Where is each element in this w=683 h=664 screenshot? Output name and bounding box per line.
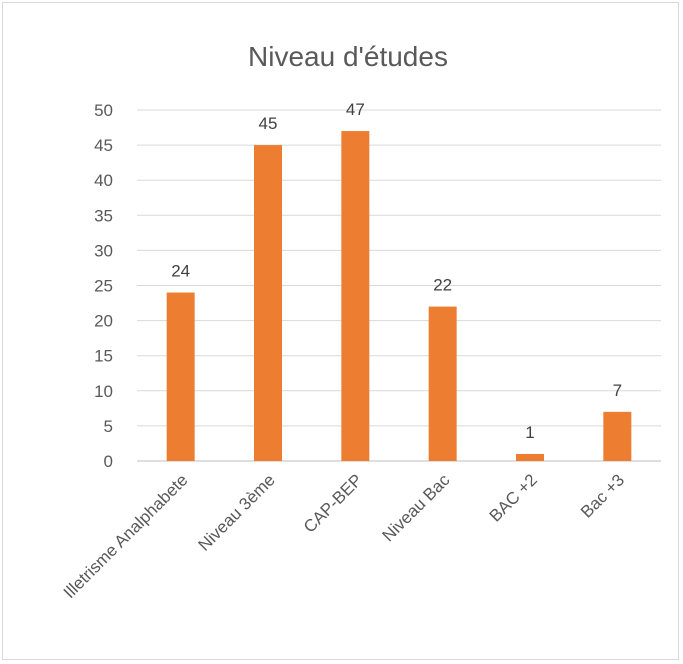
category-label: Niveau 3ème <box>195 470 279 554</box>
y-tick-label: 50 <box>94 101 113 120</box>
data-label: 47 <box>346 100 365 119</box>
bar <box>603 411 632 461</box>
bar <box>341 131 370 461</box>
data-labels: 24 45 47 22 1 7 <box>171 100 622 442</box>
bar <box>516 453 544 461</box>
y-tick-label: 25 <box>94 277 113 296</box>
category-label: Niveau Bac <box>379 470 454 545</box>
gridlines <box>137 109 661 462</box>
category-label: Bac +3 <box>577 470 628 521</box>
data-label: 1 <box>525 423 534 442</box>
category-label: Illetrisme Analphabete <box>60 470 192 602</box>
data-label: 24 <box>171 262 190 281</box>
data-label: 45 <box>259 114 278 133</box>
x-axis-categories: Illetrisme Analphabete Niveau 3ème CAP-BEP… <box>60 470 628 602</box>
bar <box>254 145 282 461</box>
bars <box>166 131 632 461</box>
category-label: BAC +2 <box>486 470 541 525</box>
y-tick-label: 30 <box>94 241 113 260</box>
y-axis-ticks: 0 5 10 15 20 25 30 35 40 45 50 <box>94 101 113 471</box>
bar <box>166 292 195 461</box>
y-tick-label: 10 <box>94 382 113 401</box>
y-tick-label: 45 <box>94 136 113 155</box>
y-tick-label: 35 <box>94 206 113 225</box>
data-label: 7 <box>613 381 622 400</box>
y-tick-label: 20 <box>94 312 113 331</box>
y-tick-label: 5 <box>104 417 113 436</box>
data-label: 22 <box>433 276 452 295</box>
y-tick-label: 15 <box>94 347 113 366</box>
bar <box>428 306 457 461</box>
category-label: CAP-BEP <box>300 470 366 536</box>
y-tick-label: 0 <box>104 452 113 471</box>
chart-title: Niveau d'études <box>248 41 448 72</box>
y-tick-label: 40 <box>94 171 113 190</box>
